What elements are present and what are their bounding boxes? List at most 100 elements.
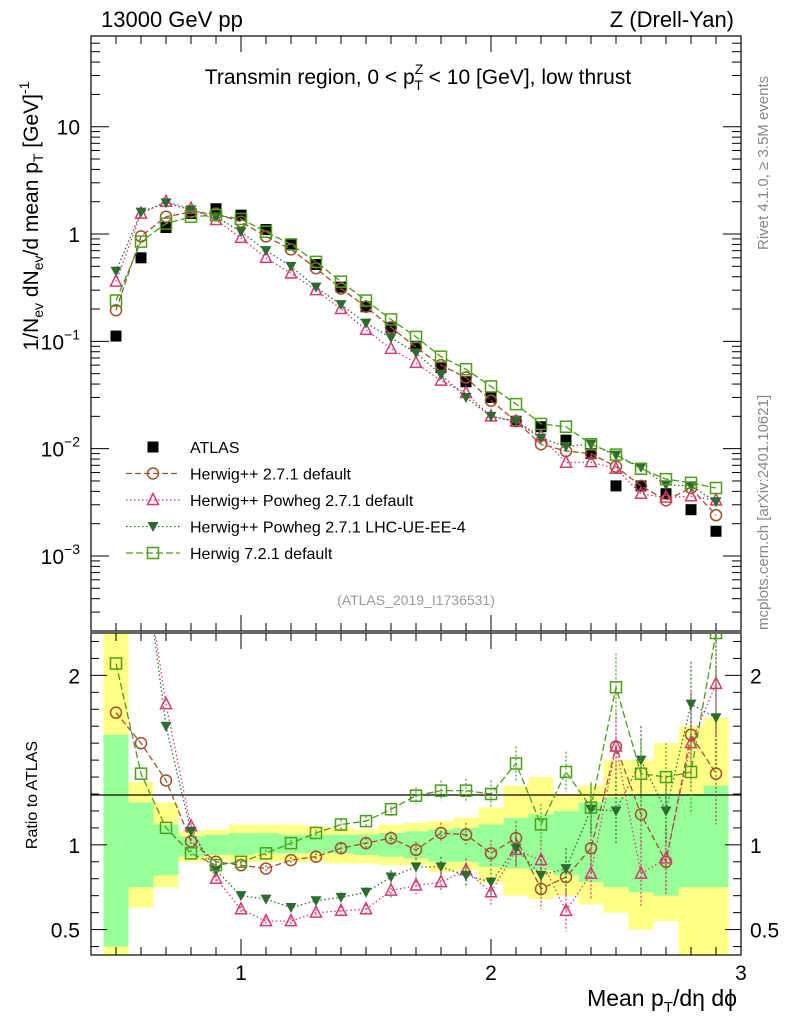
herwig-7-2-1-default-point: [159, 217, 173, 230]
uncertainty-bands: [103, 633, 729, 955]
ylabel-d: [GeV]: [20, 94, 43, 154]
herwig-powheg-2-7-1-lhc-ue-ee-4-ratio-point: [535, 870, 547, 881]
stat-uncertainty-band: [303, 834, 329, 854]
stat-uncertainty-band: [678, 794, 704, 888]
legend-label-herwig-7-2-1-default: Herwig 7.2.1 default: [190, 546, 333, 563]
title-sup: Z: [415, 61, 424, 77]
stat-uncertainty-band: [453, 827, 479, 862]
herwig-powheg-2-7-1-lhc-ue-ee-4-point: [360, 318, 372, 329]
herwig-powheg-2-7-1-default-ratio-point: [259, 912, 273, 927]
atlas-point: [410, 340, 422, 352]
ratio-tick-label-right: 2: [750, 665, 762, 688]
stat-uncertainty-band: [228, 832, 254, 856]
ylabel-sub1: ev: [30, 303, 46, 318]
main-series-layer: [109, 193, 723, 537]
y-tick-label-base: 10: [41, 331, 64, 354]
herwig-powheg-2-7-1-lhc-ue-ee-4-ratio-point: [485, 877, 497, 888]
analysis-tag: (ATLAS_2019_I1736531): [337, 592, 495, 608]
herwig-2-7-1-default-point: [109, 303, 123, 317]
herwig-powheg-2-7-1-default-point: [559, 454, 573, 468]
herwig-2-7-1-default-point: [709, 508, 723, 522]
mcplots-label: mcplots.cern.ch [arXiv:2401.10621]: [755, 395, 772, 630]
atlas-point: [710, 525, 722, 537]
herwig-powheg-2-7-1-lhc-ue-ee-4-point: [110, 266, 122, 277]
y-tick-label-exponent: −3: [64, 541, 80, 557]
herwig-2-7-1-default-point: [384, 321, 398, 334]
herwig-powheg-2-7-1-default-point: [259, 249, 273, 264]
xlabel-a: Mean p: [587, 985, 664, 1011]
herwig-powheg-2-7-1-lhc-ue-ee-4-point: [610, 450, 622, 461]
stat-uncertainty-band: [703, 785, 729, 888]
atlas-point: [560, 434, 572, 446]
herwig-powheg-2-7-1-default-point: [234, 229, 248, 244]
herwig-2-7-1-default-ratio-point: [259, 862, 273, 875]
ratio-series-layer: [109, 499, 723, 932]
herwig-powheg-2-7-1-lhc-ue-ee-4-point: [285, 261, 297, 272]
herwig-7-2-1-default-point: [534, 417, 548, 431]
atlas-point: [135, 252, 147, 264]
herwig-7-2-1-default-point: [459, 362, 473, 376]
herwig-2-7-1-default-point: [309, 261, 323, 275]
herwig-2-7-1-default-point: [334, 282, 348, 295]
herwig-7-2-1-default-point: [634, 462, 648, 475]
ratio-tick-label-left: 0.5: [51, 920, 80, 943]
herwig-2-7-1-default-point: [459, 371, 473, 384]
herwig-7-2-1-default-point: [384, 313, 398, 326]
herwig-powheg-2-7-1-default-ratio-point: [409, 877, 423, 891]
atlas-point: [435, 362, 447, 374]
herwig-7-2-1-default-point: [184, 210, 198, 223]
herwig-7-2-1-default-ratio-point: [234, 855, 248, 869]
herwig-powheg-2-7-1-lhc-ue-ee-4-point: [335, 300, 347, 311]
herwig-7-2-1-default-point: [309, 255, 323, 269]
herwig-powheg-2-7-1-lhc-ue-ee-4-ratio-point: [360, 887, 372, 898]
herwig-7-2-1-default-point: [559, 420, 573, 434]
herwig-powheg-2-7-1-default-ratio-point: [659, 850, 673, 864]
herwig-powheg-2-7-1-lhc-ue-ee-4-point: [160, 198, 172, 209]
herwig-powheg-2-7-1-lhc-ue-ee-4-point: [510, 416, 522, 427]
herwig-powheg-2-7-1-lhc-ue-ee-4-point: [435, 370, 447, 381]
atlas-point: [610, 480, 622, 492]
herwig-powheg-2-7-1-lhc-ue-ee-4-point: [260, 246, 272, 257]
stat-uncertainty-band: [103, 734, 129, 947]
title-text-b: < 10 [GeV], low thrust: [423, 66, 632, 89]
herwig-7-2-1-default-ratio-point: [559, 765, 573, 779]
rivet-version-label: Rivet 4.1.0, ≥ 3.5M events: [755, 76, 772, 250]
herwig-powheg-2-7-1-default-ratio-point: [111, 499, 122, 510]
herwig-powheg-2-7-1-lhc-ue-ee-4-ratio-point: [510, 843, 522, 854]
atlas-point: [660, 488, 672, 500]
herwig-7-2-1-default-line: [115, 214, 717, 489]
herwig-2-7-1-default-ratio-point: [634, 808, 648, 821]
herwig-7-2-1-default-ratio-point: [459, 784, 473, 797]
herwig-2-7-1-default-ratio-point: [459, 828, 473, 841]
herwig-powheg-2-7-1-lhc-ue-ee-4-point: [185, 205, 197, 216]
herwig-powheg-2-7-1-lhc-ue-ee-4-ratio-point: [160, 721, 172, 732]
atlas-point: [535, 421, 547, 433]
herwig-powheg-2-7-1-default-point: [609, 460, 623, 474]
herwig-powheg-2-7-1-default-ratio-point: [136, 533, 147, 544]
herwig-2-7-1-default-ratio-point: [109, 706, 123, 719]
herwig-7-2-1-default-point: [684, 476, 698, 490]
herwig-powheg-2-7-1-default-ratio-point: [209, 870, 223, 884]
herwig-powheg-2-7-1-lhc-ue-ee-4-ratio-point: [285, 903, 297, 914]
herwig-7-2-1-default-point: [359, 294, 373, 307]
legend: ATLAS Herwig++ 2.7.1 default Herwig++ Powh…: [126, 440, 466, 563]
herwig-powheg-2-7-1-default-point: [284, 265, 298, 279]
herwig-2-7-1-default-line: [115, 211, 717, 516]
ylabel-sub3: T: [30, 153, 46, 162]
herwig-powheg-2-7-1-default-point: [584, 453, 598, 468]
herwig-powheg-2-7-1-lhc-ue-ee-4-point: [535, 433, 547, 444]
atlas-point: [260, 224, 272, 236]
herwig-powheg-2-7-1-lhc-ue-ee-4-point: [485, 411, 497, 422]
ratio-tick-label-left: 2: [68, 665, 80, 688]
herwig-2-7-1-default-ratio-point: [309, 850, 323, 863]
herwig-7-2-1-default-point: [134, 235, 148, 248]
herwig-powheg-2-7-1-lhc-ue-ee-4-ratio-point: [560, 864, 572, 875]
herwig-powheg-2-7-1-default-ratio-point: [359, 901, 373, 915]
atlas-point: [685, 504, 697, 516]
herwig-7-2-1-default-point: [584, 437, 598, 451]
herwig-7-2-1-default-point: [409, 330, 423, 344]
y-tick-label-exponent: −2: [64, 434, 80, 450]
herwig-powheg-2-7-1-default-ratio-point: [509, 841, 523, 856]
herwig-7-2-1-default-point: [484, 380, 498, 393]
